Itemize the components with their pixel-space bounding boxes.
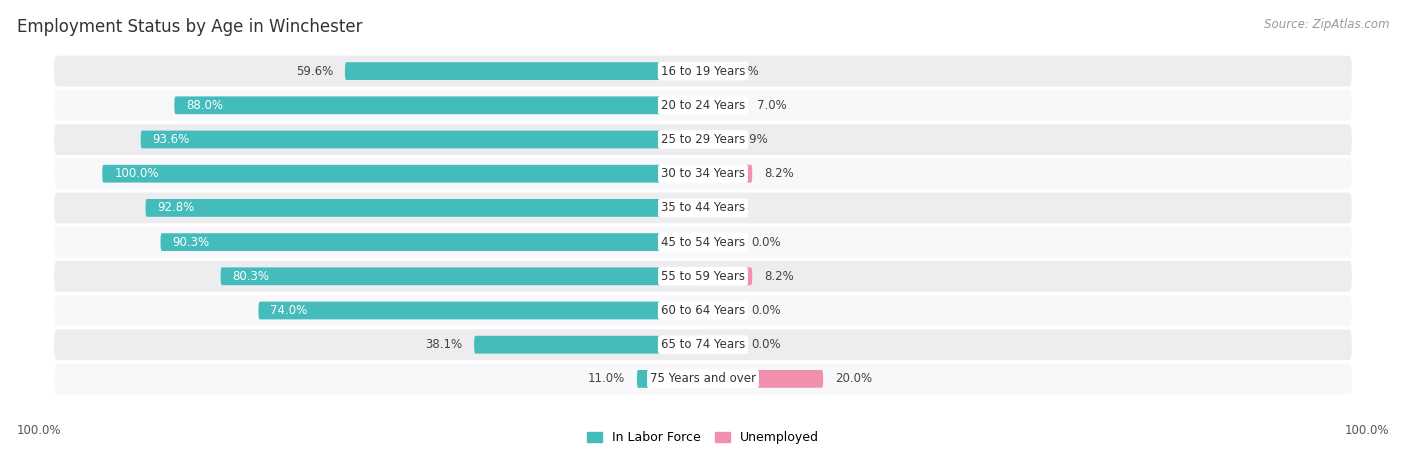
Text: 20.0%: 20.0% bbox=[835, 373, 872, 385]
FancyBboxPatch shape bbox=[55, 158, 1351, 189]
FancyBboxPatch shape bbox=[703, 336, 740, 354]
Text: 25 to 29 Years: 25 to 29 Years bbox=[661, 133, 745, 146]
Text: 55 to 59 Years: 55 to 59 Years bbox=[661, 270, 745, 283]
Text: 59.6%: 59.6% bbox=[295, 65, 333, 77]
Text: Source: ZipAtlas.com: Source: ZipAtlas.com bbox=[1264, 18, 1389, 31]
FancyBboxPatch shape bbox=[103, 165, 703, 183]
Text: 20 to 24 Years: 20 to 24 Years bbox=[661, 99, 745, 112]
Text: 2.3%: 2.3% bbox=[728, 65, 759, 77]
FancyBboxPatch shape bbox=[55, 329, 1351, 360]
Text: 100.0%: 100.0% bbox=[17, 423, 62, 436]
Text: 38.1%: 38.1% bbox=[425, 338, 463, 351]
FancyBboxPatch shape bbox=[55, 261, 1351, 292]
Text: 0.0%: 0.0% bbox=[751, 338, 780, 351]
Text: 93.6%: 93.6% bbox=[153, 133, 190, 146]
FancyBboxPatch shape bbox=[55, 56, 1351, 86]
FancyBboxPatch shape bbox=[703, 165, 752, 183]
FancyBboxPatch shape bbox=[703, 96, 745, 114]
FancyBboxPatch shape bbox=[55, 124, 1351, 155]
FancyBboxPatch shape bbox=[703, 302, 740, 319]
Text: 80.3%: 80.3% bbox=[232, 270, 270, 283]
Text: 65 to 74 Years: 65 to 74 Years bbox=[661, 338, 745, 351]
Text: Employment Status by Age in Winchester: Employment Status by Age in Winchester bbox=[17, 18, 363, 36]
Text: 92.8%: 92.8% bbox=[157, 202, 195, 214]
FancyBboxPatch shape bbox=[703, 267, 752, 285]
Text: 16 to 19 Years: 16 to 19 Years bbox=[661, 65, 745, 77]
Text: 100.0%: 100.0% bbox=[114, 167, 159, 180]
Text: 74.0%: 74.0% bbox=[270, 304, 308, 317]
FancyBboxPatch shape bbox=[174, 96, 703, 114]
Text: 8.2%: 8.2% bbox=[765, 167, 794, 180]
FancyBboxPatch shape bbox=[55, 227, 1351, 257]
Text: 0.7%: 0.7% bbox=[720, 202, 749, 214]
Text: 75 Years and over: 75 Years and over bbox=[650, 373, 756, 385]
FancyBboxPatch shape bbox=[703, 62, 717, 80]
FancyBboxPatch shape bbox=[160, 233, 703, 251]
FancyBboxPatch shape bbox=[141, 130, 703, 148]
Text: 0.0%: 0.0% bbox=[751, 304, 780, 317]
FancyBboxPatch shape bbox=[55, 295, 1351, 326]
Text: 7.0%: 7.0% bbox=[756, 99, 787, 112]
FancyBboxPatch shape bbox=[703, 199, 707, 217]
Text: 11.0%: 11.0% bbox=[588, 373, 624, 385]
FancyBboxPatch shape bbox=[703, 130, 727, 148]
FancyBboxPatch shape bbox=[55, 90, 1351, 121]
Legend: In Labor Force, Unemployed: In Labor Force, Unemployed bbox=[586, 432, 820, 445]
Text: 3.9%: 3.9% bbox=[738, 133, 768, 146]
FancyBboxPatch shape bbox=[474, 336, 703, 354]
FancyBboxPatch shape bbox=[145, 199, 703, 217]
Text: 90.3%: 90.3% bbox=[173, 236, 209, 248]
Text: 60 to 64 Years: 60 to 64 Years bbox=[661, 304, 745, 317]
FancyBboxPatch shape bbox=[55, 193, 1351, 223]
Text: 30 to 34 Years: 30 to 34 Years bbox=[661, 167, 745, 180]
FancyBboxPatch shape bbox=[221, 267, 703, 285]
Text: 0.0%: 0.0% bbox=[751, 236, 780, 248]
FancyBboxPatch shape bbox=[637, 370, 703, 388]
FancyBboxPatch shape bbox=[703, 233, 740, 251]
FancyBboxPatch shape bbox=[344, 62, 703, 80]
FancyBboxPatch shape bbox=[259, 302, 703, 319]
FancyBboxPatch shape bbox=[55, 364, 1351, 394]
Text: 88.0%: 88.0% bbox=[187, 99, 224, 112]
Text: 35 to 44 Years: 35 to 44 Years bbox=[661, 202, 745, 214]
FancyBboxPatch shape bbox=[703, 370, 823, 388]
Text: 8.2%: 8.2% bbox=[765, 270, 794, 283]
Text: 45 to 54 Years: 45 to 54 Years bbox=[661, 236, 745, 248]
Text: 100.0%: 100.0% bbox=[1344, 423, 1389, 436]
